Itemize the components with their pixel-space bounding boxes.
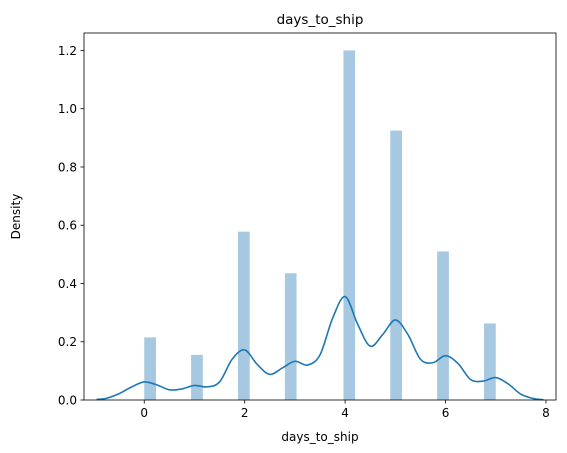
y-tick-label-1: 0.2 [58,335,77,349]
histogram-bar-6 [437,251,449,400]
y-tick-label-6: 1.2 [58,44,77,58]
y-axis-label: Density [9,194,23,240]
y-tick-label-3: 0.6 [58,219,77,233]
y-tick-label-5: 1.0 [58,102,77,116]
kde-line [96,295,544,401]
histogram-bar-0 [144,337,156,400]
x-tick-label-4: 8 [542,406,550,420]
chart-title: days_to_ship [277,12,364,28]
histogram-bar-7 [484,323,496,400]
histogram-bar-2 [238,231,250,400]
histogram-bar-3 [284,273,297,400]
x-tick-label-0: 0 [140,406,148,420]
y-tick-label-0: 0.0 [58,393,77,407]
histogram-bar-5 [390,130,402,401]
x-tick-label-1: 2 [241,406,249,420]
x-axis-ticks: 0 2 4 6 8 [140,400,550,420]
histogram-bars [144,50,496,401]
x-tick-label-2: 4 [341,406,349,420]
histogram-bar-4 [343,50,356,400]
histogram-bar-1 [191,354,203,400]
x-tick-label-3: 6 [442,406,450,420]
y-tick-label-2: 0.4 [58,277,77,291]
x-axis-label: days_to_ship [281,430,358,444]
plot-frame [83,32,557,401]
y-tick-label-4: 0.8 [58,160,77,174]
y-axis-ticks: 0.0 0.2 0.4 0.6 0.8 1.0 1.2 [58,44,84,407]
